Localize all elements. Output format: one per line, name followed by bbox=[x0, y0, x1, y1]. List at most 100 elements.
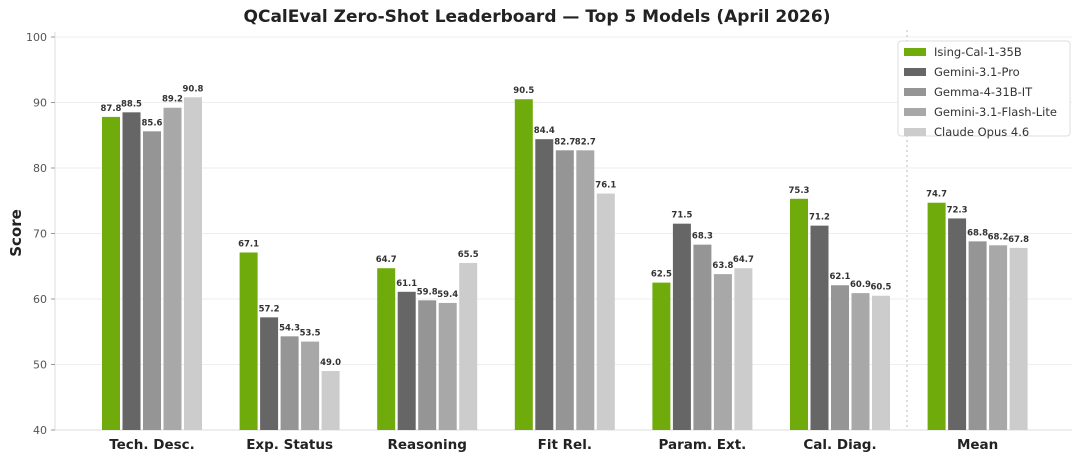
bar bbox=[989, 245, 1008, 430]
bar bbox=[239, 252, 258, 430]
data-label: 90.5 bbox=[513, 86, 534, 96]
legend-label: Gemma-4-31B-IT bbox=[934, 85, 1033, 99]
bar bbox=[514, 99, 533, 430]
data-label: 59.8 bbox=[417, 287, 438, 297]
y-axis-label: Score bbox=[7, 209, 25, 257]
x-tick-label: Reasoning bbox=[387, 437, 466, 453]
legend-swatch bbox=[904, 108, 926, 116]
y-tick-label: 50 bbox=[33, 359, 47, 372]
y-tick-label: 40 bbox=[33, 424, 47, 437]
y-tick-label: 90 bbox=[33, 97, 47, 110]
data-label: 68.3 bbox=[692, 232, 713, 242]
legend-label: Gemini-3.1-Flash-Lite bbox=[934, 105, 1057, 119]
bar bbox=[321, 371, 340, 430]
bar bbox=[143, 131, 161, 430]
data-label: 60.9 bbox=[850, 280, 871, 290]
chart-title: QCalEval Zero-Shot Leaderboard — Top 5 M… bbox=[244, 7, 831, 27]
bar bbox=[734, 268, 753, 430]
data-label: 62.1 bbox=[830, 272, 851, 282]
bar bbox=[397, 291, 416, 430]
x-ticks: Tech. Desc. Exp. Status Reasoning Fit Rel. P… bbox=[109, 437, 998, 453]
bar bbox=[535, 139, 554, 430]
data-label: 72.3 bbox=[947, 205, 968, 215]
legend: Ising-Cal-1-35B Gemini-3.1-Pro Gemma-4-31B… bbox=[897, 40, 1071, 139]
legend-label: Ising-Cal-1-35B bbox=[934, 45, 1022, 59]
data-label: 90.8 bbox=[183, 84, 204, 94]
x-tick-label: Exp. Status bbox=[246, 437, 333, 453]
legend-swatch bbox=[904, 48, 926, 56]
bar bbox=[163, 107, 182, 431]
legend-swatch bbox=[904, 128, 926, 136]
x-tick-label: Fit Rel. bbox=[538, 437, 592, 453]
data-label: 82.7 bbox=[554, 137, 575, 147]
bar bbox=[851, 293, 870, 430]
legend-swatch bbox=[904, 88, 926, 96]
data-label: 87.8 bbox=[101, 104, 122, 114]
data-label: 65.5 bbox=[458, 250, 479, 260]
x-tick-label: Mean bbox=[957, 437, 998, 453]
data-label: 88.5 bbox=[121, 99, 142, 109]
data-label: 64.7 bbox=[376, 255, 397, 265]
data-label: 54.3 bbox=[279, 323, 300, 333]
legend-label: Claude Opus 4.6 bbox=[934, 125, 1029, 139]
y-ticks: 40 50 60 70 80 90 100 bbox=[26, 31, 55, 437]
x-tick-label: Tech. Desc. bbox=[109, 437, 195, 453]
bar bbox=[927, 202, 946, 430]
data-label: 62.5 bbox=[651, 270, 672, 280]
legend-label: Gemini-3.1-Pro bbox=[934, 65, 1020, 79]
data-label: 71.5 bbox=[671, 211, 692, 221]
y-tick-label: 60 bbox=[33, 293, 47, 306]
bar bbox=[693, 244, 712, 430]
bar bbox=[968, 241, 987, 430]
data-label: 85.6 bbox=[142, 118, 163, 128]
bar bbox=[555, 150, 574, 430]
bars: 87.8 88.585.6 89.290.8 67.1 57.2 54.353.5 49.0… bbox=[101, 84, 1029, 431]
bar bbox=[438, 302, 457, 430]
legend-box bbox=[897, 40, 1071, 137]
data-label: 60.5 bbox=[871, 283, 892, 293]
data-label: 67.8 bbox=[1008, 235, 1029, 245]
bar bbox=[596, 193, 615, 430]
bar bbox=[377, 268, 396, 430]
bar bbox=[790, 198, 808, 430]
data-label: 49.0 bbox=[320, 358, 341, 368]
bar bbox=[810, 225, 829, 430]
legend-swatch bbox=[904, 68, 926, 76]
data-label: 74.7 bbox=[926, 190, 947, 200]
data-label: 75.3 bbox=[789, 186, 810, 196]
bar bbox=[280, 336, 299, 430]
data-label: 64.7 bbox=[733, 255, 754, 265]
y-tick-label: 80 bbox=[33, 162, 47, 175]
y-tick-label: 70 bbox=[33, 228, 47, 241]
bar bbox=[1009, 247, 1028, 430]
data-label: 59.4 bbox=[437, 290, 458, 300]
data-label: 68.2 bbox=[988, 232, 1009, 242]
y-tick-label: 100 bbox=[26, 31, 47, 44]
x-tick-label: Param. Ext. bbox=[658, 437, 746, 453]
bar bbox=[872, 295, 890, 430]
bar bbox=[576, 150, 595, 430]
bar bbox=[102, 116, 120, 430]
bar bbox=[948, 218, 967, 430]
bar bbox=[122, 112, 141, 430]
bar bbox=[652, 282, 671, 430]
bar bbox=[260, 317, 279, 430]
x-tick-label: Cal. Diag. bbox=[803, 437, 876, 453]
bar bbox=[184, 97, 202, 430]
data-label: 76.1 bbox=[595, 181, 616, 191]
data-label: 57.2 bbox=[259, 304, 280, 314]
data-label: 63.8 bbox=[712, 261, 733, 271]
bar bbox=[831, 285, 849, 430]
data-label: 84.4 bbox=[534, 126, 555, 136]
data-label: 71.2 bbox=[809, 213, 830, 223]
bar bbox=[301, 341, 320, 430]
bar bbox=[418, 300, 437, 430]
bar bbox=[713, 274, 732, 430]
bar bbox=[459, 262, 478, 430]
data-label: 68.8 bbox=[967, 228, 988, 238]
data-label: 89.2 bbox=[162, 95, 183, 105]
data-label: 53.5 bbox=[300, 329, 321, 339]
data-label: 61.1 bbox=[396, 279, 417, 289]
bar bbox=[672, 223, 691, 430]
